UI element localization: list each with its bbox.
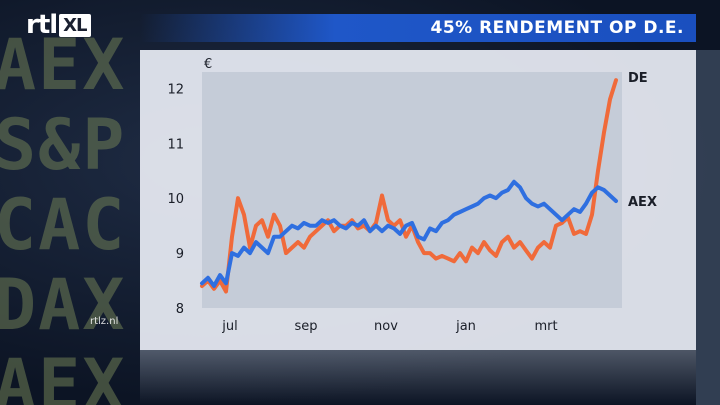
ticker-word: AEX — [0, 24, 127, 106]
plot-area — [202, 72, 622, 308]
x-tick-label: jan — [455, 319, 476, 334]
y-tick-label: 8 — [176, 302, 184, 317]
y-tick-label: 11 — [167, 137, 184, 152]
logo-badge: XL — [59, 13, 91, 37]
series-label-aex: AEX — [628, 195, 657, 210]
watermark: rtlz.nl — [90, 316, 119, 327]
x-tick-label: sep — [294, 319, 317, 334]
y-tick-label: 9 — [176, 247, 184, 262]
y-axis: 8 9 10 11 12 — [167, 82, 184, 317]
series-label-de: DE — [628, 71, 648, 86]
line-chart: 8 9 10 11 12 jul sep nov jan mrt € DE AEX — [167, 57, 657, 334]
logo-text: rtl — [26, 10, 58, 40]
panel-edge — [696, 50, 720, 405]
series-group: DE AEX — [200, 71, 657, 294]
x-tick-label: nov — [374, 319, 398, 334]
chart-title: 45% RENDEMENT OP D.E. — [430, 18, 684, 38]
ticker-word: CAC — [0, 184, 127, 266]
channel-logo: rtl XL — [26, 10, 91, 40]
series-line-de — [200, 78, 618, 294]
series-line-aex — [200, 179, 618, 288]
y-tick-label: 12 — [167, 82, 184, 97]
x-tick-label: jul — [221, 319, 237, 334]
ticker-board: AEX S&P CAC DAX AEX — [0, 0, 150, 405]
ticker-word: S&P — [0, 104, 127, 186]
ticker-word: AEX — [0, 344, 127, 405]
title-bar: 45% RENDEMENT OP D.E. — [140, 14, 696, 42]
x-axis: jul sep nov jan mrt — [221, 319, 557, 334]
unit-label: € — [204, 57, 212, 72]
ticker-word: DAX — [0, 264, 127, 346]
x-tick-label: mrt — [534, 319, 557, 334]
panel-reflection — [140, 350, 696, 405]
y-tick-label: 10 — [167, 192, 184, 207]
